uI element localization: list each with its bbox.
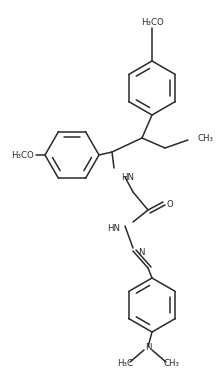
Text: N: N [138, 247, 145, 256]
Text: H₃C: H₃C [117, 359, 133, 368]
Text: HN: HN [107, 223, 120, 233]
Text: HN: HN [121, 173, 134, 181]
Text: CH₃: CH₃ [164, 359, 180, 368]
Text: N: N [145, 342, 151, 351]
Text: O: O [167, 200, 173, 209]
Text: H₃CO: H₃CO [11, 151, 33, 160]
Text: CH₃: CH₃ [197, 134, 213, 142]
Text: H₃CO: H₃CO [141, 17, 163, 26]
